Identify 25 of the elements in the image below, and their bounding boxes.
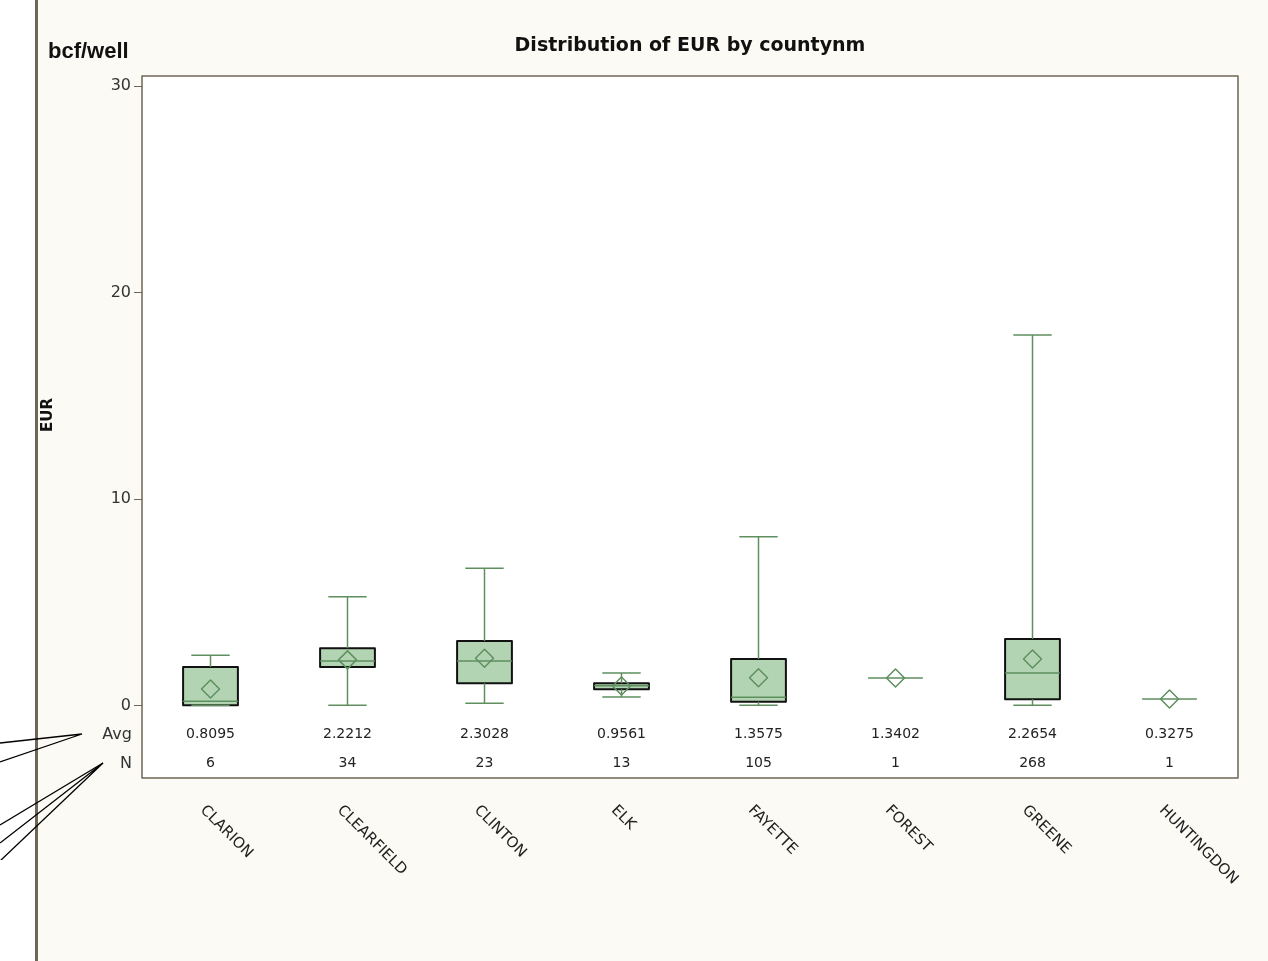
y-tick-label: 30 — [110, 75, 131, 95]
annotation: 23 — [475, 754, 494, 771]
annotation: 105 — [745, 754, 772, 771]
annotation: 2.2212 — [323, 725, 372, 742]
annotation: 0.9561 — [597, 725, 646, 742]
annotation: 1 — [891, 754, 900, 771]
annotation: 2.3028 — [460, 725, 509, 742]
annotation: 13 — [612, 754, 631, 771]
y-tick-label: 20 — [110, 281, 131, 301]
annotation: 34 — [338, 754, 357, 771]
text: bcf/well — [48, 38, 129, 64]
annotation: 0.3275 — [1145, 725, 1194, 742]
annotation: 2.2654 — [1008, 725, 1058, 742]
y-tick-label: 0 — [120, 694, 131, 714]
text: N — [120, 752, 132, 772]
annotation: 0.8095 — [186, 725, 235, 742]
annotation: 1.3575 — [734, 725, 783, 742]
annotation: 1.3402 — [871, 725, 920, 742]
annotation: 6 — [206, 754, 216, 771]
annotation: 268 — [1019, 754, 1046, 771]
text: Avg — [102, 723, 132, 743]
y-tick-label: 10 — [110, 488, 131, 508]
chart-title: Distribution of EUR by countynm — [514, 32, 866, 55]
y-axis-title: EUR — [37, 397, 56, 432]
annotation: 1 — [1165, 754, 1174, 771]
